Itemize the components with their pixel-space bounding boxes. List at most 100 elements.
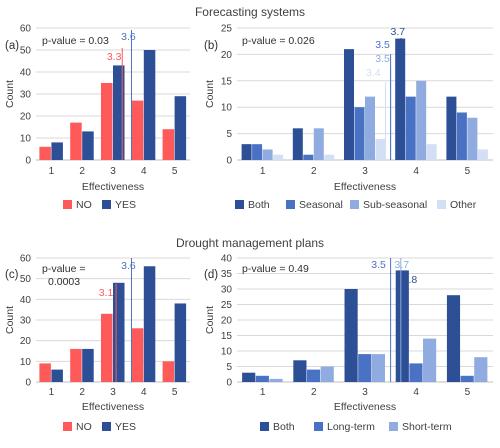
- x-tick-label: 1: [260, 166, 266, 177]
- bar-yes: [174, 96, 187, 160]
- legend-swatch: [102, 200, 111, 209]
- y-tick-label: 50: [20, 274, 32, 285]
- chart-panel-d: 0 5 10 15 20 25 30 35 40 3.5 3.7 3.8 1 2 3 4 5 Effectiven…: [204, 254, 493, 433]
- panel-label: (b): [204, 40, 218, 52]
- legend-swatch: [350, 200, 359, 209]
- y-tick-label: 20: [221, 50, 233, 61]
- legend-label: NO: [76, 199, 92, 211]
- y-tick-label: 10: [20, 357, 32, 368]
- bar-no: [162, 129, 175, 160]
- bar-short-term: [371, 354, 385, 382]
- y-tick-label: 60: [20, 254, 32, 265]
- x-tick-label: 3: [362, 387, 368, 398]
- mean-label: 3.4: [366, 67, 381, 79]
- y-tick-label: 40: [20, 295, 32, 306]
- p-value-annotation: p-value = 0.03: [42, 35, 109, 47]
- x-tick-label: 3: [362, 166, 368, 177]
- p-value-annotation: p-value = 0.026: [242, 35, 315, 47]
- x-axis-title: Effectiveness: [82, 181, 144, 193]
- y-tick-label: 25: [221, 24, 233, 35]
- bar-both: [344, 289, 358, 382]
- bar-no: [100, 83, 113, 160]
- x-tick-label: 4: [413, 387, 419, 398]
- y-tick-label: 20: [221, 316, 233, 327]
- bar-both: [446, 96, 457, 160]
- bar-short-term: [269, 378, 283, 382]
- bar-yes: [51, 369, 63, 382]
- bar-yes: [51, 142, 63, 160]
- x-tick-label: 5: [465, 166, 471, 177]
- bar-both: [293, 360, 307, 382]
- y-tick-label: 20: [20, 336, 32, 347]
- bar-long-term: [460, 375, 474, 382]
- x-tick-label: 2: [79, 166, 85, 177]
- y-tick-label: 60: [20, 24, 32, 35]
- y-tick-label: 25: [221, 300, 233, 311]
- panel-label: (a): [5, 40, 19, 52]
- x-tick-label: 2: [79, 387, 85, 398]
- mean-label: 3.7: [395, 259, 410, 271]
- x-tick-label: 4: [141, 166, 147, 177]
- section-title-drought: Drought management plans: [175, 236, 325, 250]
- bar-no: [162, 361, 175, 382]
- legend-swatch: [63, 200, 72, 209]
- panel-label: (d): [204, 269, 218, 281]
- p-value-annotation: p-value = 0.49: [242, 263, 309, 275]
- legend-swatch: [235, 200, 244, 209]
- x-tick-label: 3: [110, 387, 116, 398]
- bar-both: [241, 144, 252, 160]
- legend-label: Long-term: [327, 421, 375, 433]
- bar-no: [70, 348, 82, 382]
- legend-label: Seasonal: [299, 199, 343, 211]
- bar-both: [395, 38, 406, 160]
- legend-label: Both: [273, 421, 295, 433]
- bar-both: [395, 270, 409, 382]
- mean-label: 3.8: [403, 274, 418, 286]
- bar-seasonal: [303, 154, 314, 160]
- p-value-annotation: p-value =: [42, 263, 86, 275]
- mean-label: 3.1: [99, 287, 114, 299]
- legend-label: YES: [115, 199, 136, 211]
- y-tick-label: 0: [25, 378, 31, 389]
- x-tick-label: 1: [49, 166, 55, 177]
- bar-yes: [143, 50, 156, 160]
- bar-seasonal: [354, 107, 365, 160]
- x-tick-label: 2: [311, 387, 317, 398]
- bar-other: [324, 154, 335, 160]
- bar-other: [375, 138, 386, 160]
- bar-long-term: [306, 369, 321, 382]
- mean-label: 3.5: [375, 39, 390, 51]
- x-tick-label: 5: [465, 387, 471, 398]
- bar-long-term: [255, 375, 269, 382]
- mean-label: 3.6: [121, 260, 136, 272]
- bar-no: [131, 328, 144, 382]
- bar-short-term: [423, 338, 437, 382]
- y-tick-label: 15: [221, 331, 233, 342]
- bar-no: [39, 363, 51, 382]
- y-tick-label: 0: [226, 156, 232, 167]
- mean-label: 3.7: [391, 26, 406, 38]
- mean-label: 3.5: [375, 53, 390, 65]
- x-axis-title: Effectiveness: [82, 401, 144, 413]
- y-axis-title: Count: [4, 306, 16, 334]
- legend-label: Sub-seasonal: [363, 199, 427, 211]
- mean-label: 3.3: [107, 51, 122, 63]
- bar-yes: [82, 131, 94, 160]
- legend-swatch: [437, 200, 446, 209]
- section-title-forecasting: Forecasting systems: [194, 5, 306, 19]
- bar-sub-seasonal: [365, 96, 375, 160]
- y-tick-label: 40: [20, 68, 32, 79]
- x-tick-label: 2: [311, 166, 317, 177]
- chart-panel-c: 0 10 20 30 40 50 60 3.1 3.6 1 2 3 4 5 Effectiveness Cou…: [4, 254, 190, 433]
- bar-yes: [174, 303, 187, 382]
- bar-no: [100, 313, 113, 382]
- y-tick-label: 5: [226, 129, 232, 140]
- bar-sub-seasonal: [416, 80, 427, 160]
- bar-yes: [143, 266, 156, 382]
- bar-other: [273, 154, 284, 160]
- y-tick-label: 0: [226, 378, 232, 389]
- y-tick-label: 35: [221, 269, 233, 280]
- bar-both: [292, 128, 303, 160]
- x-tick-label: 3: [110, 166, 116, 177]
